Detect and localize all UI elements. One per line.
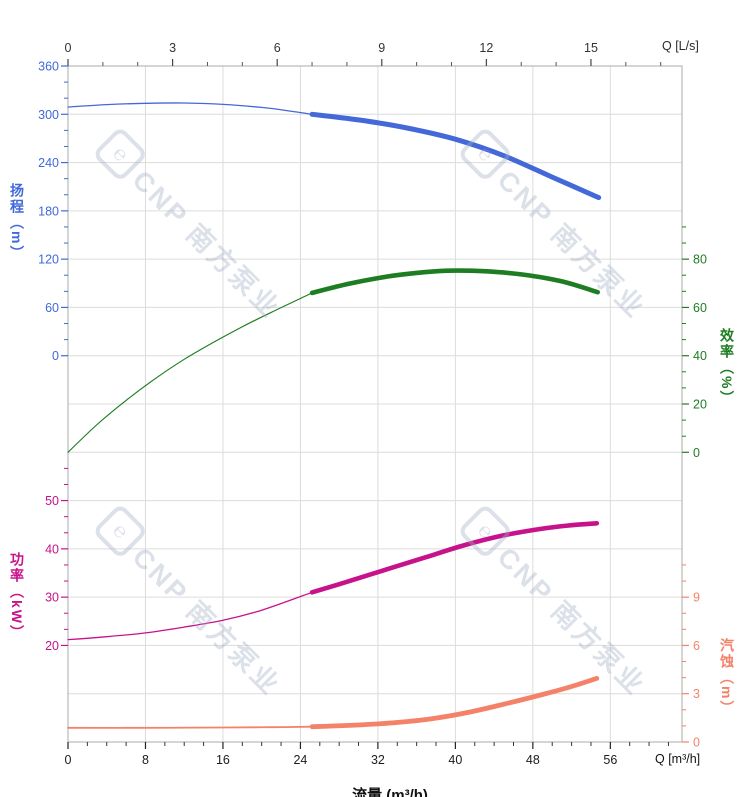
npsh-axis-title: 汽蚀（m）	[719, 638, 735, 717]
svg-text:40: 40	[448, 753, 462, 767]
efficiency-curve-thick	[309, 268, 600, 296]
svg-text:12: 12	[479, 41, 493, 55]
power-axis: 50 40 30 20	[45, 467, 68, 653]
power-curve-thick	[309, 521, 600, 595]
svg-text:30: 30	[45, 591, 59, 605]
head-curve-thin	[67, 102, 313, 115]
svg-text:48: 48	[526, 753, 540, 767]
svg-text:0: 0	[65, 41, 72, 55]
svg-text:0: 0	[65, 753, 72, 767]
npsh-axis: 9 6 3 0	[682, 564, 700, 750]
svg-text:9: 9	[378, 41, 385, 55]
svg-text:80: 80	[693, 253, 707, 267]
svg-text:32: 32	[371, 753, 385, 767]
bottom-x-axis: 0 8 16 24 32 40 48 56	[65, 742, 669, 767]
svg-text:0: 0	[693, 446, 700, 460]
svg-text:56: 56	[603, 753, 617, 767]
svg-text:24: 24	[293, 753, 307, 767]
npsh-curve-thick	[309, 676, 600, 730]
head-axis: 360 300 240 180 120 60 0	[38, 60, 68, 363]
svg-text:20: 20	[45, 639, 59, 653]
svg-text:180: 180	[38, 204, 59, 218]
svg-text:16: 16	[216, 753, 230, 767]
eff-axis: 80 60 40 20 0	[682, 226, 707, 460]
power-axis-title: 功率（kW）	[9, 552, 25, 641]
svg-text:40: 40	[693, 349, 707, 363]
svg-text:20: 20	[693, 398, 707, 412]
grid	[67, 65, 683, 743]
svg-text:3: 3	[693, 687, 700, 701]
efficiency-curve-thin	[67, 292, 313, 453]
svg-text:0: 0	[52, 349, 59, 363]
svg-text:360: 360	[38, 60, 59, 74]
top-x-axis: 0 3 6 9 12 15	[65, 41, 662, 66]
svg-text:3: 3	[169, 41, 176, 55]
svg-text:60: 60	[693, 301, 707, 315]
svg-text:8: 8	[142, 753, 149, 767]
eff-axis-title: 效率（%）	[719, 328, 735, 407]
svg-text:6: 6	[693, 639, 700, 653]
flow-axis-title: 流量 (m³/h)	[352, 787, 428, 797]
power-curve-thin	[67, 591, 313, 641]
svg-text:240: 240	[38, 156, 59, 170]
curves	[67, 102, 602, 730]
svg-text:50: 50	[45, 494, 59, 508]
head-axis-title: 扬程（m）	[9, 183, 25, 262]
svg-text:6: 6	[274, 41, 281, 55]
svg-text:9: 9	[693, 591, 700, 605]
svg-text:120: 120	[38, 253, 59, 267]
svg-text:0: 0	[693, 736, 700, 750]
top-x-axis-unit-label: Q [L/s]	[662, 39, 699, 53]
svg-text:60: 60	[45, 301, 59, 315]
svg-text:15: 15	[584, 41, 598, 55]
npsh-curve-thin	[67, 725, 313, 729]
head-curve-thick	[309, 111, 602, 201]
svg-text:300: 300	[38, 108, 59, 122]
bottom-x-axis-unit-label: Q [m³/h]	[655, 752, 701, 766]
svg-text:40: 40	[45, 542, 59, 556]
